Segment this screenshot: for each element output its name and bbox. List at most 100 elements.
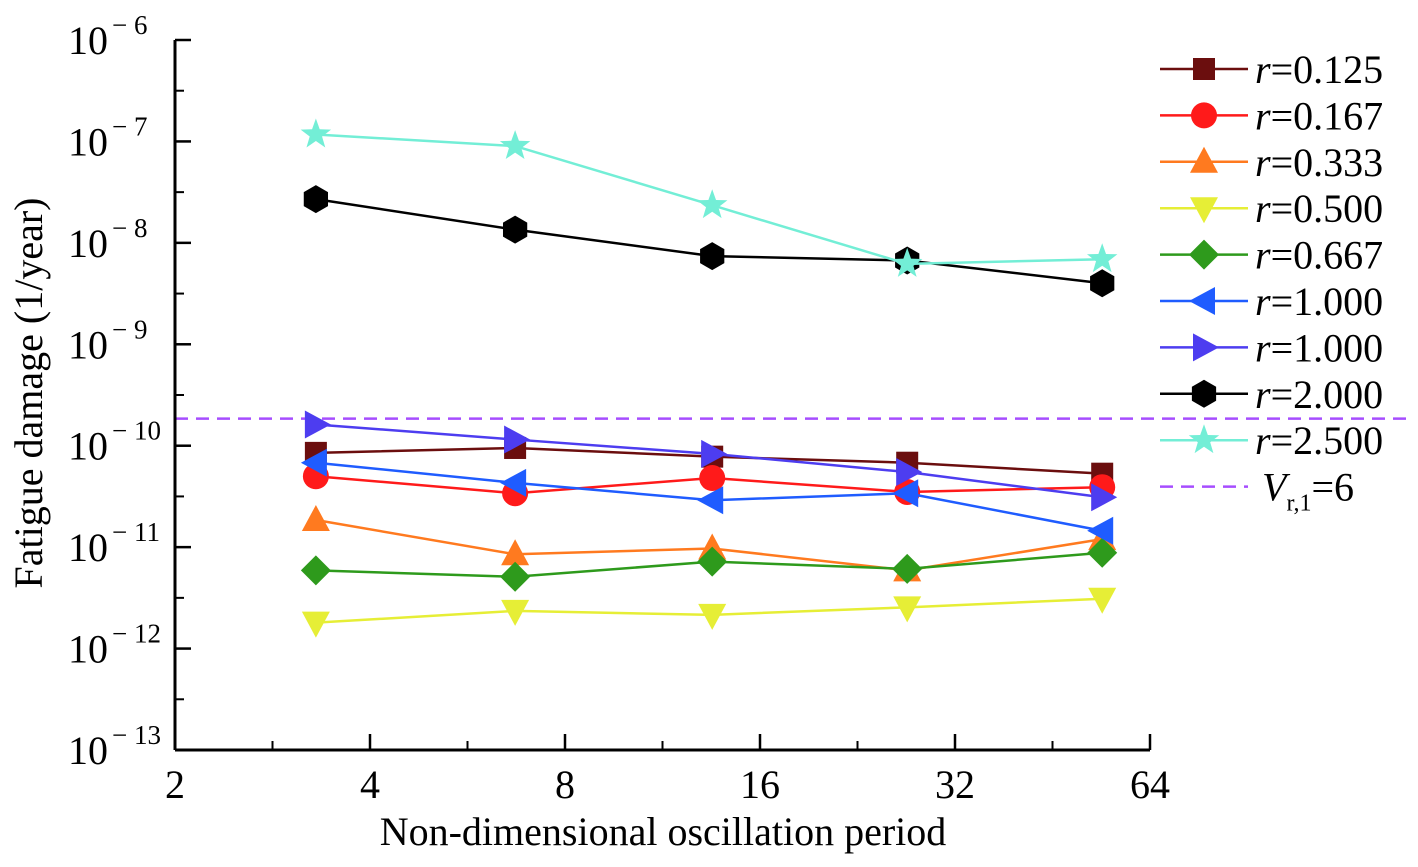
legend-label-3: r=0.500 xyxy=(1255,186,1383,231)
y-tick-exponent-7: − 6 xyxy=(112,10,147,40)
data-point-4-3 xyxy=(892,553,923,584)
legend-marker-5 xyxy=(1189,287,1215,315)
legend-reference-value: =6 xyxy=(1311,465,1354,510)
legend-item-6: r=1.000 xyxy=(1160,325,1383,370)
data-point-5-2 xyxy=(697,486,724,515)
series-8 xyxy=(300,118,1118,277)
legend-item-4: r=0.667 xyxy=(1160,233,1383,278)
series-layer xyxy=(300,118,1118,638)
legend-label-reference: Vr,1=6 xyxy=(1262,465,1354,517)
data-point-3-2 xyxy=(698,603,727,630)
y-tick-label-2: 10− 11 xyxy=(68,517,160,570)
legend-marker-3 xyxy=(1190,197,1218,224)
data-point-5-1 xyxy=(500,468,527,497)
legend-label-1: r=0.167 xyxy=(1255,93,1383,138)
legend-label-value-6: =1.000 xyxy=(1271,325,1384,370)
data-point-3-0 xyxy=(301,611,330,638)
data-point-8-3 xyxy=(891,247,923,277)
data-point-4-4 xyxy=(1087,537,1118,568)
data-point-8-1 xyxy=(499,130,531,160)
y-tick-exponent-5: − 8 xyxy=(112,213,147,243)
y-tick-exponent-3: − 10 xyxy=(112,416,161,446)
y-tick-label-1: 10− 12 xyxy=(68,619,161,672)
legend-item-reference: Vr,1=6 xyxy=(1160,465,1354,517)
data-point-6-0 xyxy=(304,410,331,439)
legend-reference-var: V xyxy=(1262,465,1291,510)
legend-marker-1 xyxy=(1191,102,1217,129)
legend-label-6: r=1.000 xyxy=(1255,325,1383,370)
data-point-4-2 xyxy=(697,546,728,577)
legend-label-var-6: r xyxy=(1255,325,1271,370)
series-4 xyxy=(300,537,1118,592)
x-tick-label-2: 8 xyxy=(555,762,575,807)
legend-marker-8 xyxy=(1188,424,1220,454)
legend-marker-4 xyxy=(1189,239,1219,270)
data-point-6-1 xyxy=(504,425,531,454)
legend-label-7: r=2.000 xyxy=(1255,372,1383,417)
y-tick-label-0: 10− 13 xyxy=(68,720,161,773)
legend-label-value-5: =1.000 xyxy=(1271,279,1384,324)
series-7 xyxy=(303,185,1115,298)
legend-label-var-2: r xyxy=(1255,140,1271,185)
y-tick-label-5: 10− 8 xyxy=(68,213,147,266)
data-point-2-0 xyxy=(301,505,330,532)
legend-item-5: r=1.000 xyxy=(1160,279,1383,324)
y-tick-exponent-2: − 11 xyxy=(112,517,160,547)
x-axis-title: Non-dimensional oscillation period xyxy=(380,809,947,854)
legend-label-0: r=0.125 xyxy=(1255,47,1383,92)
y-tick-base-7: 10 xyxy=(68,18,108,63)
data-point-6-4 xyxy=(1091,483,1118,512)
legend-marker-7 xyxy=(1191,379,1217,408)
x-tick-label-3: 16 xyxy=(740,762,780,807)
series-3 xyxy=(301,587,1117,638)
legend-label-var-5: r xyxy=(1255,279,1271,324)
y-tick-label-6: 10− 7 xyxy=(68,111,147,164)
y-tick-base-4: 10 xyxy=(68,322,108,367)
legend-label-2: r=0.333 xyxy=(1255,140,1383,185)
y-tick-exponent-1: − 12 xyxy=(112,619,161,649)
legend-label-5: r=1.000 xyxy=(1255,279,1383,324)
y-tick-base-3: 10 xyxy=(68,424,108,469)
x-tick-label-0: 2 xyxy=(165,762,185,807)
data-point-3-3 xyxy=(893,596,922,623)
legend-label-var-0: r xyxy=(1255,47,1271,92)
data-point-6-3 xyxy=(896,458,923,487)
y-tick-base-6: 10 xyxy=(68,119,108,164)
data-point-6-2 xyxy=(701,439,728,468)
legend-label-value-7: =2.000 xyxy=(1271,372,1384,417)
legend-marker-2 xyxy=(1190,146,1218,173)
legend-marker-6 xyxy=(1193,333,1219,362)
data-point-7-4 xyxy=(1090,269,1115,298)
legend-item-8: r=2.500 xyxy=(1160,418,1383,463)
legend-item-1: r=0.167 xyxy=(1160,93,1383,138)
legend-label-value-0: =0.125 xyxy=(1271,47,1384,92)
legend: r=0.125r=0.167r=0.333r=0.500r=0.667r=1.0… xyxy=(1160,47,1383,517)
series-6 xyxy=(304,410,1118,512)
data-point-4-0 xyxy=(300,555,331,586)
y-tick-label-4: 10− 9 xyxy=(68,314,147,367)
data-point-5-0 xyxy=(300,448,327,477)
data-point-8-0 xyxy=(300,118,332,148)
legend-label-var-8: r xyxy=(1255,418,1271,463)
data-point-1-2 xyxy=(699,465,726,492)
data-point-7-2 xyxy=(700,242,725,271)
data-point-8-2 xyxy=(696,189,728,219)
x-tick-label-5: 64 xyxy=(1130,762,1170,807)
legend-item-0: r=0.125 xyxy=(1160,47,1383,92)
data-point-5-4 xyxy=(1087,516,1114,545)
data-point-2-2 xyxy=(698,533,727,560)
legend-label-var-4: r xyxy=(1255,233,1271,278)
y-tick-exponent-0: − 13 xyxy=(112,720,161,750)
y-tick-exponent-4: − 9 xyxy=(112,314,147,344)
y-tick-label-7: 10− 6 xyxy=(68,10,147,63)
x-tick-label-1: 4 xyxy=(360,762,380,807)
data-point-5-3 xyxy=(892,479,919,508)
y-tick-base-2: 10 xyxy=(68,525,108,570)
data-point-3-1 xyxy=(501,599,530,626)
data-point-3-4 xyxy=(1088,587,1117,614)
legend-label-var-7: r xyxy=(1255,372,1271,417)
y-tick-base-5: 10 xyxy=(68,221,108,266)
legend-label-value-8: =2.500 xyxy=(1271,418,1384,463)
legend-marker-0 xyxy=(1193,58,1215,80)
